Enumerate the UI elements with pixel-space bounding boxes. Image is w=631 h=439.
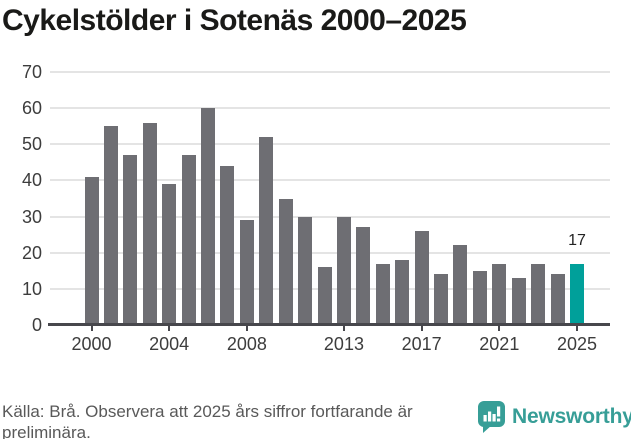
x-axis-tick-label: 2021 xyxy=(479,334,520,354)
bar-2016 xyxy=(395,259,410,325)
bar-2007 xyxy=(220,165,235,325)
x-axis-tick xyxy=(576,325,578,331)
gridline-70 xyxy=(50,71,610,73)
bar-2020 xyxy=(472,270,487,325)
y-axis-tick-label: 50 xyxy=(21,134,42,155)
bar-2015 xyxy=(375,263,390,325)
newsworthy-logo: Newsworthy xyxy=(478,400,631,434)
bar-2008 xyxy=(239,220,254,325)
x-axis-tick xyxy=(342,325,345,331)
bar-2014 xyxy=(356,227,371,325)
bar-2002 xyxy=(123,155,138,325)
bar-2005 xyxy=(181,155,196,325)
bar-2003 xyxy=(142,122,157,325)
bar-2004 xyxy=(162,184,177,325)
gridline-50 xyxy=(50,143,610,146)
gridline-20 xyxy=(50,251,610,254)
y-axis-tick-label: 30 xyxy=(21,206,42,227)
bar-2017 xyxy=(414,231,429,325)
bar-2021 xyxy=(492,263,507,325)
x-axis-tick-label: 2013 xyxy=(323,334,364,354)
bar-2025 xyxy=(570,263,584,325)
bar-2023 xyxy=(531,263,546,325)
x-axis-tick xyxy=(90,325,93,331)
bar-2009 xyxy=(259,137,274,325)
source-note: Källa: Brå. Observera att 2025 års siffr… xyxy=(2,402,413,439)
x-axis-line xyxy=(48,323,610,326)
x-axis-tick xyxy=(420,325,423,331)
bar-2013 xyxy=(336,216,351,325)
x-axis-tick xyxy=(245,325,248,331)
y-axis-tick-label: 60 xyxy=(21,98,42,119)
bar-2010 xyxy=(278,198,293,325)
x-axis-tick-label: 2025 xyxy=(556,334,598,354)
bar-2018 xyxy=(434,274,449,325)
x-axis-tick-label: 2017 xyxy=(401,334,442,354)
y-axis-tick-label: 70 xyxy=(21,62,42,82)
x-axis-tick xyxy=(498,325,501,331)
gridline-60 xyxy=(50,107,610,110)
bar-2024 xyxy=(550,274,565,325)
bar-2022 xyxy=(511,278,526,325)
y-axis-tick-label: 0 xyxy=(31,315,42,335)
y-axis-tick-label: 40 xyxy=(21,170,42,191)
bar-2012 xyxy=(317,267,332,325)
bar-2019 xyxy=(453,245,468,325)
y-axis-tick-label: 10 xyxy=(21,278,42,299)
bar-chart-bubble-icon xyxy=(478,400,505,433)
bar-2006 xyxy=(201,108,216,325)
bar-2011 xyxy=(298,216,313,325)
newsworthy-wordmark: Newsworthy xyxy=(512,405,631,428)
gridline-40 xyxy=(50,179,610,182)
x-axis-tick-label: 2004 xyxy=(149,334,190,354)
value-annotation: 17 xyxy=(568,231,586,249)
gridline-30 xyxy=(50,215,610,218)
bar-2000 xyxy=(84,176,99,325)
chart-title: Cykelstölder i Sotenäs 2000–2025 xyxy=(2,4,467,37)
y-axis-tick-label: 20 xyxy=(21,242,42,263)
x-axis-tick-label: 2000 xyxy=(71,334,112,354)
x-axis-tick xyxy=(168,325,171,331)
bar-2001 xyxy=(103,126,118,325)
x-axis-tick-label: 2008 xyxy=(226,334,267,354)
